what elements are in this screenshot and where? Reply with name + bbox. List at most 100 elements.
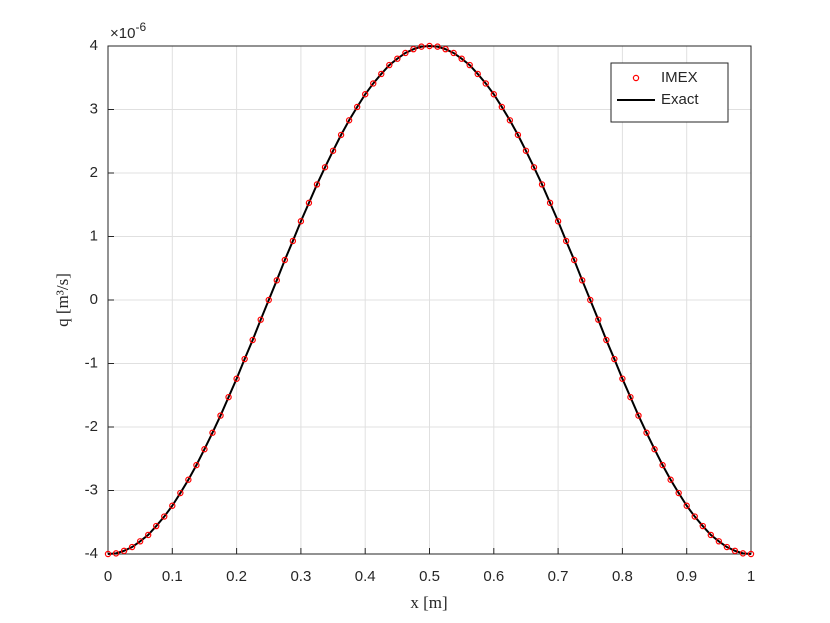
legend-label: Exact bbox=[661, 91, 699, 108]
multiplier-exponent: -6 bbox=[135, 20, 146, 34]
data-point bbox=[209, 429, 216, 436]
data-point bbox=[450, 49, 457, 57]
data-point bbox=[522, 147, 530, 154]
data-point bbox=[619, 375, 626, 382]
data-point bbox=[482, 80, 489, 87]
data-point bbox=[233, 375, 240, 382]
data-point bbox=[739, 550, 747, 557]
data-point bbox=[627, 393, 634, 401]
y-axis-label: q [m³/s] bbox=[53, 273, 72, 327]
data-point bbox=[410, 45, 417, 53]
data-point bbox=[442, 45, 449, 53]
y-tick-label: -2 bbox=[85, 418, 98, 435]
data-point bbox=[562, 237, 570, 245]
data-point bbox=[136, 538, 144, 545]
data-point bbox=[434, 43, 441, 50]
data-point bbox=[273, 277, 280, 284]
legend: IMEX Exact bbox=[610, 62, 729, 123]
data-point bbox=[386, 61, 393, 69]
data-point bbox=[249, 336, 256, 344]
data-point bbox=[120, 547, 128, 555]
data-point bbox=[144, 531, 152, 539]
data-point bbox=[707, 531, 715, 539]
data-point bbox=[715, 538, 723, 545]
multiplier-base: ×10 bbox=[110, 25, 135, 42]
y-tick-label: 3 bbox=[90, 100, 98, 117]
data-point bbox=[104, 550, 112, 558]
x-tick-label: 0.4 bbox=[355, 568, 376, 585]
data-point bbox=[554, 218, 562, 225]
data-point bbox=[466, 61, 473, 69]
data-point bbox=[378, 70, 385, 78]
data-point bbox=[281, 256, 289, 264]
data-point bbox=[474, 70, 481, 78]
data-point bbox=[530, 164, 538, 171]
x-tick-label: 0.6 bbox=[483, 568, 504, 585]
data-point bbox=[538, 181, 546, 188]
data-point bbox=[321, 164, 329, 171]
data-point bbox=[667, 476, 674, 483]
x-tick-label: 0 bbox=[104, 568, 112, 585]
x-tick-label: 0.5 bbox=[419, 568, 440, 585]
data-point bbox=[546, 199, 554, 207]
data-point bbox=[353, 103, 361, 111]
data-point bbox=[731, 547, 739, 555]
y-tick-label: 4 bbox=[90, 37, 98, 54]
data-point bbox=[514, 131, 522, 139]
data-point bbox=[579, 277, 586, 284]
data-point bbox=[595, 316, 602, 323]
data-point bbox=[659, 461, 666, 469]
y-tick-label: -1 bbox=[85, 354, 98, 371]
data-point bbox=[265, 296, 272, 304]
data-point bbox=[587, 296, 594, 304]
data-point bbox=[675, 489, 682, 497]
data-point bbox=[112, 550, 120, 557]
data-point bbox=[305, 199, 313, 207]
data-point bbox=[635, 412, 642, 419]
legend-label: IMEX bbox=[661, 69, 698, 86]
x-tick-label: 0.9 bbox=[676, 568, 697, 585]
data-point bbox=[691, 513, 698, 520]
x-tick-label: 0.1 bbox=[162, 568, 183, 585]
data-point bbox=[177, 489, 184, 497]
data-point bbox=[201, 446, 208, 453]
data-point bbox=[402, 49, 409, 57]
y-tick-label: 0 bbox=[90, 291, 98, 308]
data-point bbox=[498, 103, 506, 111]
y-tick-label: 2 bbox=[90, 164, 98, 181]
x-axis-label: x [m] bbox=[410, 593, 447, 612]
data-point bbox=[289, 237, 297, 245]
data-point bbox=[747, 550, 755, 558]
y-multiplier: ×10-6 bbox=[110, 20, 146, 42]
y-tick-label: -4 bbox=[85, 545, 98, 562]
data-point bbox=[153, 522, 160, 530]
data-point bbox=[345, 117, 353, 124]
data-point bbox=[723, 543, 731, 551]
data-point bbox=[643, 429, 650, 436]
data-point bbox=[362, 91, 369, 98]
x-tick-label: 0.3 bbox=[290, 568, 311, 585]
data-point bbox=[225, 393, 232, 401]
y-tick-label: 1 bbox=[90, 227, 98, 244]
x-tick-label: 0.2 bbox=[226, 568, 247, 585]
data-point bbox=[370, 80, 377, 87]
x-tick-label: 1 bbox=[747, 568, 755, 585]
x-tick-label: 0.7 bbox=[548, 568, 569, 585]
data-point bbox=[185, 476, 192, 483]
data-point bbox=[699, 522, 706, 530]
data-point bbox=[570, 256, 578, 264]
data-point bbox=[426, 42, 433, 50]
data-line bbox=[107, 44, 752, 555]
data-point bbox=[257, 316, 264, 323]
data-point bbox=[683, 502, 690, 509]
data-point bbox=[329, 147, 337, 154]
x-tick-label: 0.8 bbox=[612, 568, 633, 585]
data-point bbox=[297, 218, 305, 225]
data-point bbox=[313, 181, 321, 188]
data-point bbox=[490, 91, 497, 98]
data-point bbox=[169, 502, 176, 509]
data-point bbox=[128, 543, 136, 551]
data-point bbox=[394, 55, 401, 62]
data-point bbox=[611, 355, 618, 363]
